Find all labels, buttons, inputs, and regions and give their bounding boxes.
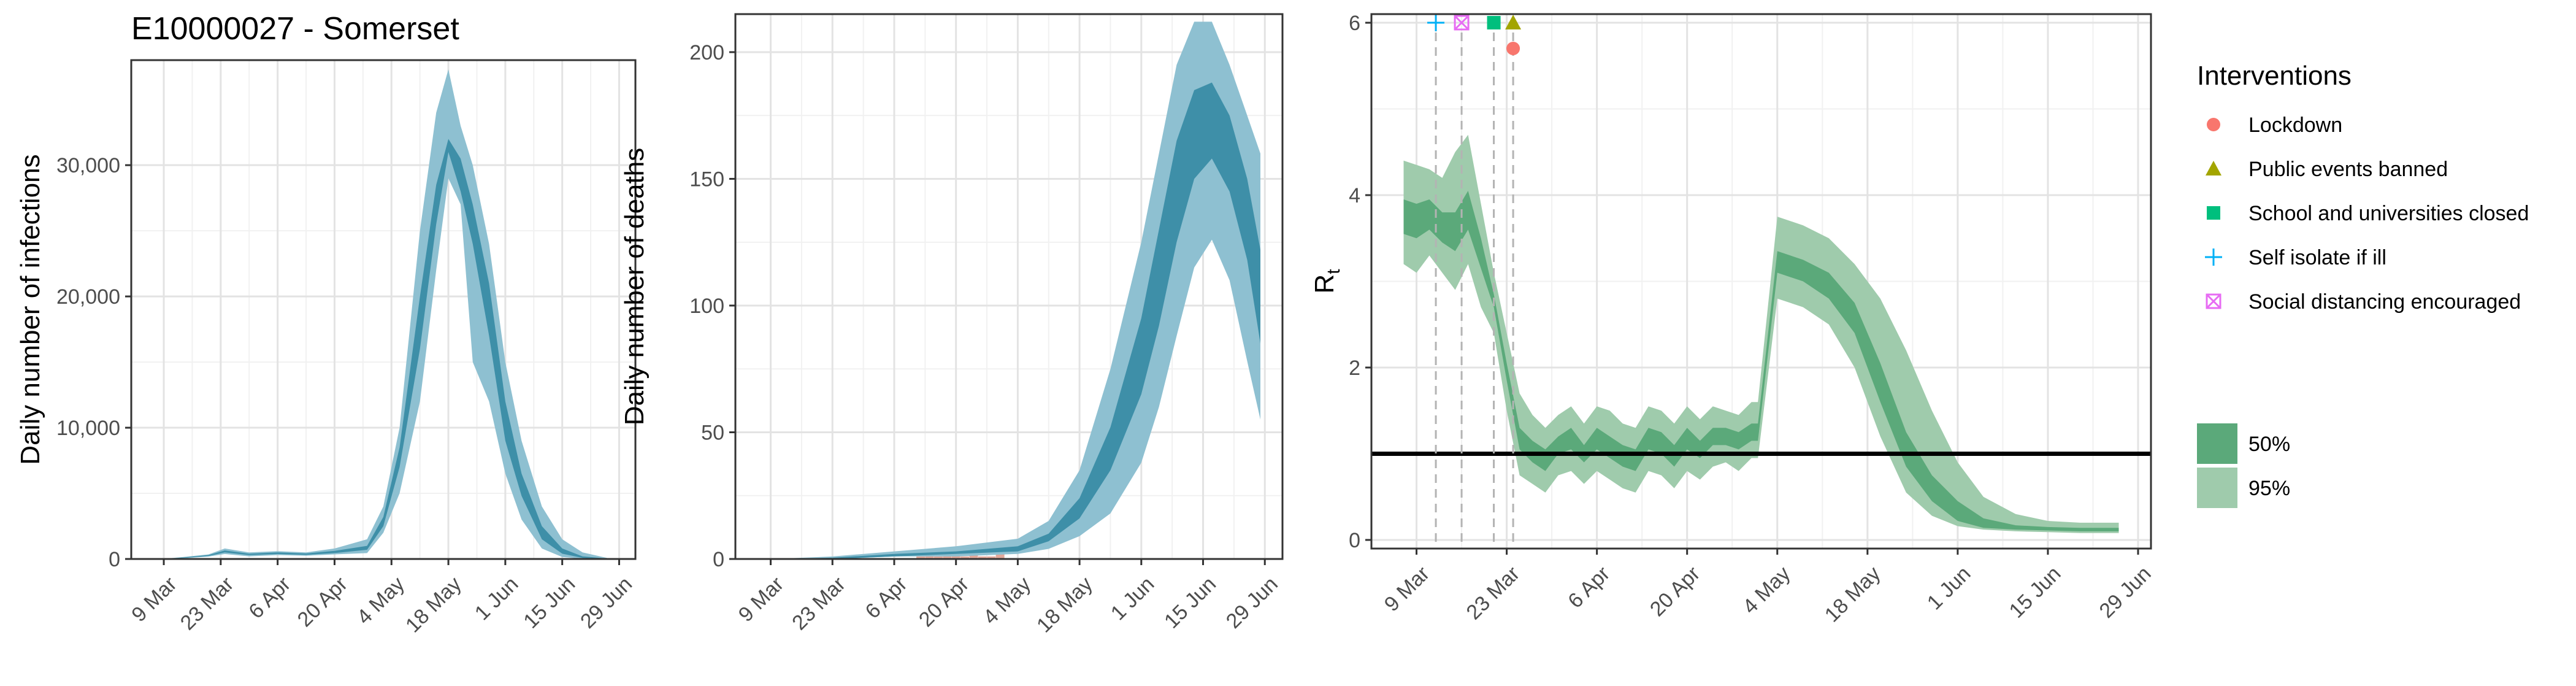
legend: Interventions Lockdown Public events banne…	[2197, 61, 2529, 508]
legend-key-square	[2207, 206, 2220, 220]
x-tick-label: 1 Jun	[1106, 572, 1159, 625]
intervention-marker-plus	[1427, 14, 1445, 31]
x-tick-label: 23 Mar	[788, 572, 850, 635]
legend-item-label: Public events banned	[2248, 158, 2448, 181]
ribbon-50pct	[164, 139, 607, 559]
legend-ci-label: 95%	[2248, 477, 2290, 500]
y-axis-title: Rt	[1309, 269, 1344, 294]
x-tick-label: 4 May	[979, 572, 1035, 629]
x-tick-label: 15 Jun	[1160, 572, 1221, 633]
boxx-stroke	[2206, 293, 2221, 309]
legend-item-label: Self isolate if ill	[2248, 246, 2386, 269]
x-tick-label: 6 Apr	[861, 572, 912, 623]
boxx-frame	[1454, 15, 1470, 31]
x-tick-label: 29 Jun	[2095, 562, 2156, 623]
legend-ci-swatch	[2197, 468, 2237, 508]
boxx-stroke	[1454, 15, 1470, 31]
legend-item-label: School and universities closed	[2248, 202, 2529, 225]
y-tick-label: 200	[689, 41, 724, 64]
ribbon-50pct	[1403, 191, 2119, 531]
observed-death-bar	[933, 556, 943, 559]
x-tick-label: 6 Apr	[244, 572, 295, 623]
x-tick-label: 1 Jun	[1923, 562, 1976, 615]
ribbon-95pct	[770, 21, 1260, 559]
intervention-marker-circle	[1506, 42, 1520, 55]
panel-border	[130, 59, 637, 560]
ribbon-95pct	[164, 69, 607, 559]
x-tick-label: 20 Apr	[1646, 562, 1704, 621]
observed-death-bar	[916, 556, 926, 559]
panel-border	[734, 13, 1284, 560]
panel-border	[1370, 13, 2152, 550]
legend-key-boxx	[2206, 293, 2221, 309]
boxx-frame	[2206, 293, 2221, 309]
y-axis-title: Daily number of deaths	[619, 148, 650, 425]
legend-ci-swatch	[2197, 423, 2237, 464]
y-tick-label: 150	[689, 168, 724, 191]
x-tick-label: 6 Apr	[1563, 562, 1614, 613]
y-axis-title: Daily number of infections	[15, 154, 45, 464]
x-tick-label: 18 May	[1820, 562, 1885, 627]
x-tick-label: 20 Apr	[293, 572, 352, 631]
x-tick-label: 4 May	[1738, 562, 1795, 619]
ribbon-95pct	[1403, 134, 2119, 533]
page-title: E10000027 - Somerset	[131, 11, 459, 47]
y-tick-label: 10,000	[56, 417, 120, 440]
intervention-marker-square	[1487, 16, 1501, 29]
y-tick-label: 30,000	[56, 154, 120, 177]
x-tick-label: 1 Jun	[470, 572, 523, 625]
intervention-marker-triangle	[1505, 15, 1522, 29]
x-tick-label: 20 Apr	[914, 572, 973, 631]
legend-key-triangle	[2206, 161, 2221, 175]
y-tick-label: 0	[713, 548, 724, 571]
x-tick-label: 9 Mar	[734, 572, 788, 626]
x-tick-label: 9 Mar	[1380, 562, 1434, 616]
legend-item-label: Lockdown	[2248, 114, 2342, 137]
legend-ci-label: 50%	[2248, 433, 2290, 456]
x-tick-label: 15 Jun	[2005, 562, 2066, 623]
y-tick-label: 0	[1349, 529, 1360, 552]
y-tick-label: 2	[1349, 356, 1360, 380]
observed-death-bar	[960, 556, 970, 559]
legend-key-circle	[2207, 118, 2220, 131]
ribbon-50pct	[770, 82, 1260, 559]
observed-death-bar	[995, 553, 1005, 559]
legend-title: Interventions	[2197, 61, 2352, 91]
observed-death-bar	[978, 556, 987, 559]
y-tick-label: 4	[1349, 184, 1360, 207]
legend-item-label: Social distancing encouraged	[2248, 290, 2521, 314]
observed-death-bar	[987, 556, 996, 559]
observed-death-bar	[969, 553, 978, 559]
y-tick-label: 100	[689, 295, 724, 318]
legend-key-plus	[2205, 249, 2222, 266]
x-tick-label: 18 May	[1032, 572, 1097, 638]
y-tick-label: 0	[109, 548, 120, 571]
x-tick-label: 23 Mar	[176, 572, 239, 635]
y-tick-label: 20,000	[56, 285, 120, 309]
x-tick-label: 29 Jun	[576, 572, 637, 633]
x-tick-label: 23 Mar	[1462, 562, 1525, 625]
y-tick-label: 6	[1349, 12, 1360, 35]
x-tick-label: 15 Jun	[519, 572, 580, 633]
intervention-marker-boxx	[1454, 15, 1470, 31]
x-tick-label: 9 Mar	[127, 572, 181, 626]
y-axis-title-subscript: t	[1324, 269, 1344, 274]
chart-panel-3: 0 2 4 6 9 Mar 23 Mar 6 Apr 20 Apr 4 May 18 May 1 J…	[1309, 12, 2156, 626]
x-tick-label: 18 May	[401, 572, 466, 638]
x-tick-label: 29 Jun	[1222, 572, 1282, 633]
y-tick-label: 50	[701, 421, 724, 444]
